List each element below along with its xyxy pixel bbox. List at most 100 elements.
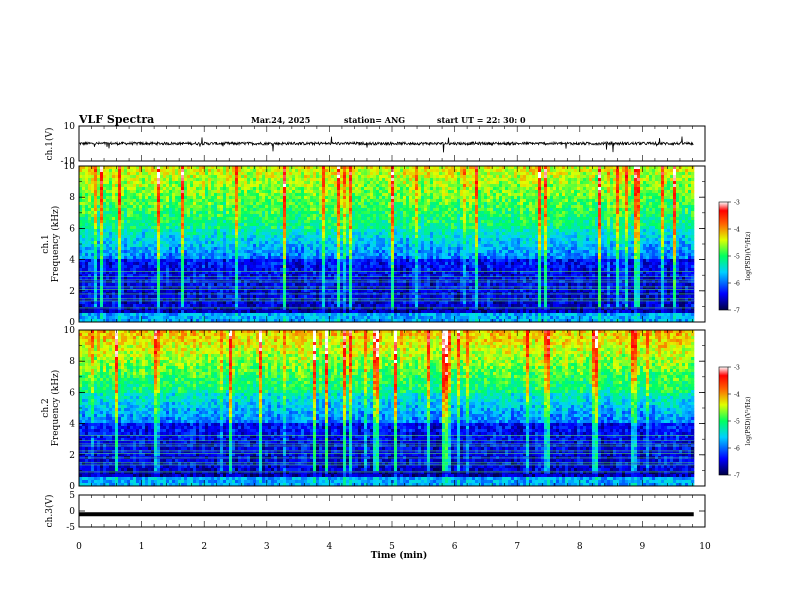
spectrogram-cell — [388, 229, 392, 233]
spectrogram-cell — [106, 178, 110, 182]
spectrogram-cell — [682, 217, 686, 221]
spectrogram-cell — [469, 205, 473, 209]
spectrogram-cell — [487, 226, 491, 230]
spectrogram-cell — [307, 166, 311, 170]
spectrogram-cell — [643, 199, 647, 203]
spectrogram-cell — [376, 193, 380, 197]
spectrogram-cell — [406, 229, 410, 233]
spectrogram-cell — [163, 214, 167, 218]
spectrogram-cell — [412, 211, 416, 215]
spectrogram-cell — [235, 190, 239, 194]
spectrogram-cell — [265, 220, 269, 224]
spectrogram-cell — [670, 184, 674, 188]
spectrogram-cell — [409, 232, 413, 236]
spectrogram-cell — [274, 226, 278, 230]
spectrogram-cell — [313, 229, 317, 233]
spectrogram-cell — [667, 190, 671, 194]
spectrogram-cell — [130, 190, 134, 194]
spectrogram-cell — [643, 184, 647, 188]
spectrogram-cell — [337, 220, 341, 224]
spectrogram-cell — [85, 184, 89, 188]
spectrogram-cell — [349, 232, 353, 236]
spectrogram-cell — [421, 175, 425, 179]
spectrogram-cell — [196, 211, 200, 215]
spectrogram-cell — [271, 223, 275, 227]
spectrogram-cell — [118, 184, 122, 188]
spectrogram-cell — [376, 172, 380, 176]
spectrogram-cell — [394, 199, 398, 203]
spectrogram-cell — [493, 184, 497, 188]
spectrogram-cell — [529, 235, 533, 239]
spectrogram-cell — [322, 184, 326, 188]
spectrogram-cell — [397, 184, 401, 188]
spectrogram-cell — [625, 229, 629, 233]
spectrogram-cell — [553, 229, 557, 233]
spectrogram-cell — [478, 199, 482, 203]
spectrogram-cell — [421, 229, 425, 233]
spectrogram-cell — [157, 205, 161, 209]
spectrogram-cell — [592, 178, 596, 182]
spectrogram-cell — [88, 199, 92, 203]
y-tick-label: 10 — [64, 122, 76, 132]
spectrogram-cell — [190, 223, 194, 227]
spectrogram-cell — [667, 187, 671, 191]
spectrogram-cell — [457, 169, 461, 173]
spectrogram-cell — [445, 172, 449, 176]
spectrogram-cell — [601, 166, 605, 170]
spectrogram-cell — [181, 235, 185, 239]
spectrogram-cell — [544, 223, 548, 227]
spectrogram-cell — [259, 226, 263, 230]
spectrogram-cell — [79, 190, 83, 194]
spectrogram-cell — [520, 196, 524, 200]
spectrogram-cell — [322, 229, 326, 233]
spectrogram-cell — [100, 175, 104, 179]
spectrogram-cell — [472, 229, 476, 233]
spectrogram-cell — [109, 166, 113, 170]
spectrogram-cell — [190, 211, 194, 215]
spectrogram-cell — [490, 196, 494, 200]
spectrogram-cell — [367, 187, 371, 191]
spectrogram-cell — [628, 214, 632, 218]
spectrogram-cell — [382, 181, 386, 185]
spectrogram-cell — [280, 172, 284, 176]
spectrogram-cell — [97, 193, 101, 197]
spectrogram-cell — [175, 235, 179, 239]
spectrogram-cell — [97, 223, 101, 227]
spectrogram-cell — [292, 196, 296, 200]
spectrogram-cell — [208, 217, 212, 221]
spectrogram-cell — [553, 220, 557, 224]
spectrogram-cell — [454, 235, 458, 239]
spectrogram-cell — [226, 235, 230, 239]
spectrogram-cell — [517, 202, 521, 206]
spectrogram-cell — [205, 208, 209, 212]
spectrogram-cell — [550, 175, 554, 179]
spectrogram-cell — [412, 217, 416, 221]
spectrogram-cell — [475, 214, 479, 218]
spectrogram-cell — [568, 232, 572, 236]
spectrogram-cell — [391, 223, 395, 227]
spectrogram-cell — [232, 175, 236, 179]
spectrogram-cell — [598, 235, 602, 239]
spectrogram-cell — [403, 196, 407, 200]
spectrogram-cell — [280, 175, 284, 179]
spectrogram-cell — [376, 232, 380, 236]
spectrogram-cell — [157, 238, 161, 242]
spectrogram-cell — [457, 172, 461, 176]
spectrogram-cell — [541, 226, 545, 230]
spectrogram-cell — [652, 175, 656, 179]
spectrogram-cell — [100, 172, 104, 176]
spectrogram-cell — [253, 223, 257, 227]
spectrogram-cell — [403, 169, 407, 173]
spectrogram-cell — [529, 193, 533, 197]
spectrogram-cell — [568, 211, 572, 215]
spectrogram-cell — [589, 190, 593, 194]
spectrogram-cell — [670, 169, 674, 173]
spectrogram-cell — [559, 205, 563, 209]
spectrogram-cell — [463, 178, 467, 182]
spectrogram-cell — [562, 229, 566, 233]
spectrogram-cell — [523, 220, 527, 224]
spectrogram-cell — [376, 217, 380, 221]
spectrogram-cell — [217, 226, 221, 230]
spectrogram-cell — [424, 166, 428, 170]
spectrogram-cell — [340, 184, 344, 188]
